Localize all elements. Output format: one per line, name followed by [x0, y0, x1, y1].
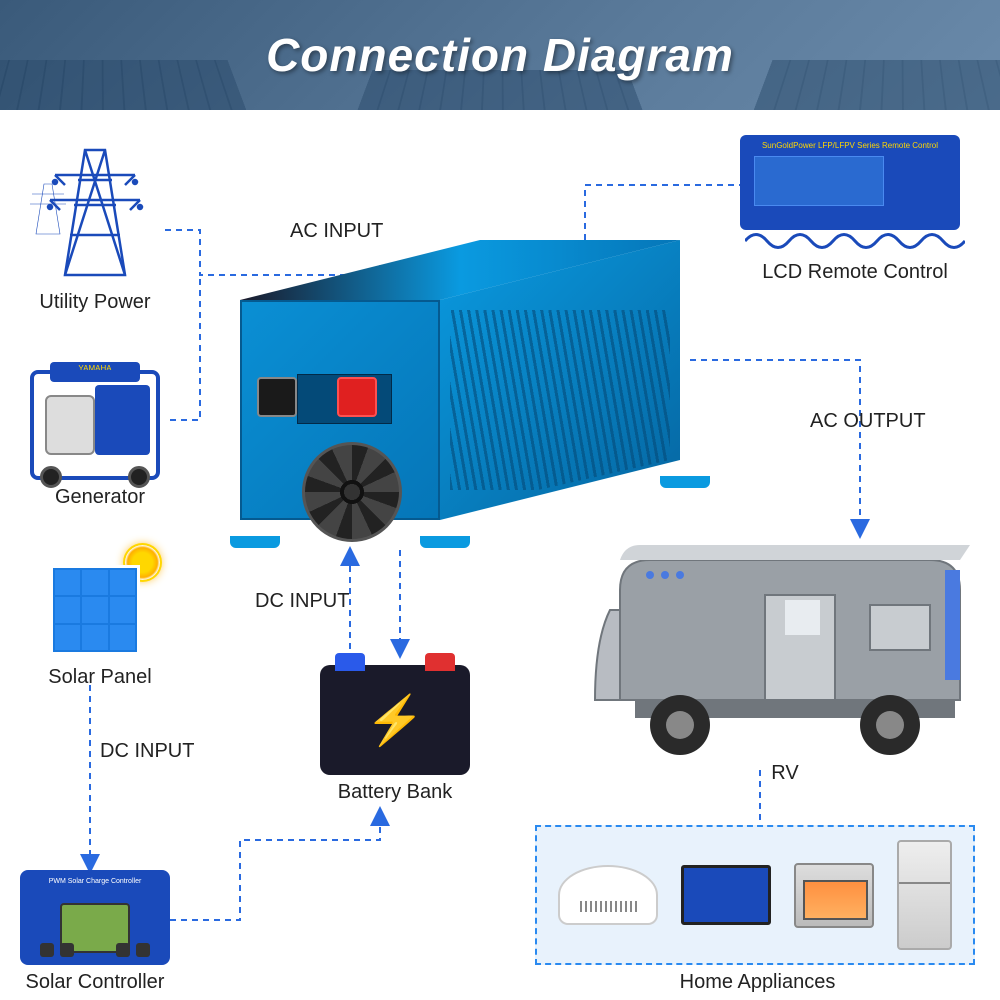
fridge-icon	[897, 840, 952, 950]
toaster-oven-icon	[794, 863, 874, 928]
fan-icon	[302, 442, 402, 542]
battery-icon: ⚡	[320, 665, 470, 775]
battery-bank-node: ⚡ Battery Bank	[305, 665, 485, 804]
connection-diagram: AC INPUT DC INPUT DC INPUT AC OUTPUT	[0, 110, 1000, 1000]
rv-node: RV	[590, 540, 980, 785]
transmission-tower-icon	[30, 140, 160, 280]
lcd-remote-icon: SunGoldPower LFP/LFPV Series Remote Cont…	[740, 135, 960, 230]
solar-panel-icon	[45, 550, 155, 660]
tv-icon	[681, 865, 771, 925]
controller-label: Solar Controller	[15, 971, 175, 994]
generator-node: YAMAHA Generator	[30, 370, 170, 509]
page-title: Connection Diagram	[266, 28, 734, 82]
header-banner: Connection Diagram	[0, 0, 1000, 110]
solar-panel-node: Solar Panel	[30, 550, 170, 689]
generator-label: Generator	[30, 486, 170, 509]
lcd-remote-node: SunGoldPower LFP/LFPV Series Remote Cont…	[740, 135, 970, 284]
rv-icon	[590, 540, 970, 760]
utility-label: Utility Power	[20, 291, 170, 314]
inverter-device	[240, 240, 680, 540]
solar-controller-node: PWM Solar Charge Controller Solar Contro…	[15, 870, 175, 994]
rv-label: RV	[590, 762, 980, 785]
ac-output-label: AC OUTPUT	[810, 410, 926, 433]
sine-wave-icon	[745, 232, 965, 250]
dc-input-label: DC INPUT	[255, 590, 349, 613]
solar-label: Solar Panel	[30, 666, 170, 689]
utility-power-node: Utility Power	[20, 140, 170, 314]
home-appliances-node: Home Appliances	[535, 825, 980, 994]
positive-terminal-icon	[337, 377, 377, 417]
generator-icon: YAMAHA	[30, 370, 160, 480]
appliances-label: Home Appliances	[535, 971, 980, 994]
controller-icon: PWM Solar Charge Controller	[20, 870, 170, 965]
lcd-label: LCD Remote Control	[740, 261, 970, 284]
lightning-bolt-icon: ⚡	[365, 692, 425, 749]
battery-label: Battery Bank	[305, 781, 485, 804]
dc-input2-label: DC INPUT	[100, 740, 194, 763]
ac-unit-icon	[558, 865, 658, 925]
negative-terminal-icon	[257, 377, 297, 417]
